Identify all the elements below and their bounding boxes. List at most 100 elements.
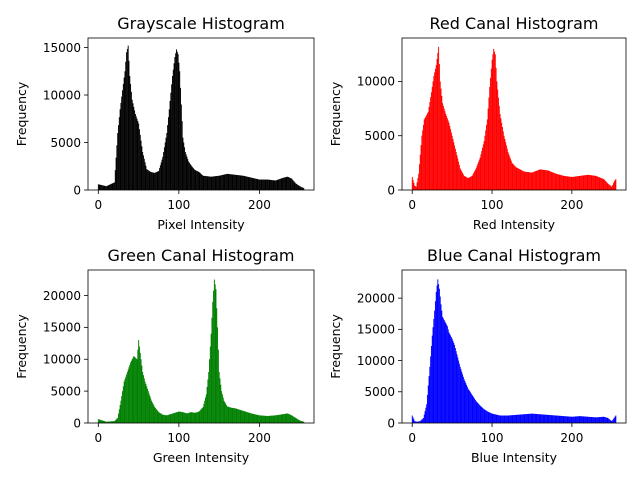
- histogram-bar: [167, 125, 169, 190]
- histogram-bar: [249, 412, 251, 423]
- y-tick-label: 0: [387, 416, 395, 430]
- histogram-bar: [516, 414, 518, 423]
- histogram-bar: [480, 154, 482, 190]
- histogram-bar: [533, 171, 535, 190]
- histogram-bar: [477, 163, 479, 190]
- histogram-bar: [556, 415, 558, 423]
- histogram-bar: [300, 186, 302, 190]
- histogram-bar: [426, 404, 428, 423]
- histogram-bar: [434, 310, 436, 423]
- histogram-bar: [242, 175, 244, 190]
- histogram-bar: [190, 412, 192, 423]
- histogram-bar: [534, 413, 536, 423]
- histogram-bar: [486, 119, 488, 190]
- histogram-bar: [132, 357, 134, 423]
- histogram-bar: [147, 391, 149, 424]
- histogram-bar: [454, 348, 456, 423]
- histogram-bar: [183, 142, 185, 190]
- histogram-bar: [295, 183, 297, 190]
- histogram-bar: [191, 166, 193, 190]
- histogram-bar: [585, 175, 586, 190]
- histogram-bar: [464, 381, 466, 423]
- histogram-bar: [420, 420, 422, 423]
- histogram-bar: [268, 415, 270, 423]
- histogram-bar: [181, 412, 183, 423]
- histogram-bar: [146, 169, 148, 190]
- histogram-bar: [250, 177, 252, 190]
- histogram-bar: [178, 411, 180, 423]
- histogram-bar: [569, 416, 570, 423]
- histogram-bar: [300, 186, 301, 190]
- histogram-bar: [180, 87, 181, 191]
- histogram-bar: [445, 323, 447, 423]
- histogram-bar: [185, 413, 187, 423]
- histogram-bar: [565, 416, 567, 423]
- histogram-bar: [595, 175, 597, 190]
- histogram-bar: [519, 414, 521, 423]
- histogram-bar: [472, 174, 474, 190]
- histogram-bar: [182, 137, 184, 190]
- histogram-bar: [551, 415, 553, 423]
- histogram-bar: [577, 416, 578, 423]
- histogram-bar: [114, 421, 115, 423]
- histogram-bar: [552, 415, 554, 423]
- histogram-bar: [537, 414, 539, 423]
- histogram-bar: [413, 182, 415, 190]
- histogram-bar: [283, 177, 285, 190]
- histogram-bar: [115, 419, 117, 423]
- histogram-bar: [289, 414, 291, 423]
- histogram-bar: [301, 421, 303, 423]
- histogram-bar: [292, 416, 294, 423]
- histogram-bar: [514, 414, 516, 423]
- histogram-bar: [600, 177, 602, 190]
- histogram-bar: [455, 351, 457, 423]
- histogram-bar: [252, 413, 254, 423]
- histogram-bar: [605, 180, 606, 190]
- histogram-bar: [271, 415, 273, 423]
- x-tick-label: 200: [560, 198, 583, 212]
- histogram-bar: [591, 417, 593, 423]
- histogram-bar: [209, 359, 210, 423]
- histogram-bar: [269, 415, 271, 423]
- histogram-bar: [277, 179, 279, 190]
- histogram-bar: [610, 420, 612, 423]
- histogram-bar: [582, 416, 584, 423]
- histogram-bar: [202, 175, 204, 190]
- histogram-bar: [479, 157, 481, 190]
- histogram-bar: [271, 415, 272, 423]
- histogram-bar: [148, 393, 150, 423]
- histogram-bar: [142, 372, 144, 423]
- histogram-bar: [252, 178, 254, 190]
- histogram-bar: [153, 405, 155, 423]
- histogram-bar: [454, 145, 456, 190]
- histogram-bar: [493, 414, 495, 423]
- histogram-bar: [478, 159, 480, 190]
- histogram-bar: [223, 400, 225, 423]
- histogram-bar: [292, 180, 294, 190]
- histogram-bar: [126, 372, 128, 423]
- histogram-bar: [506, 415, 508, 423]
- histogram-bar: [287, 413, 289, 423]
- histogram-bar: [614, 180, 616, 190]
- x-axis-label: Red Intensity: [473, 217, 556, 232]
- histogram-bar: [606, 182, 608, 190]
- histogram-bar: [581, 416, 583, 423]
- histogram-bar: [598, 177, 600, 190]
- y-axis-label: Frequency: [14, 81, 29, 146]
- histogram-bar: [612, 420, 614, 423]
- histogram-bar: [552, 172, 554, 190]
- histogram-bar: [557, 415, 559, 423]
- histogram-bar: [570, 416, 572, 423]
- histogram-bar: [474, 169, 476, 190]
- histogram-bar: [442, 105, 444, 190]
- histogram-bar: [595, 417, 597, 423]
- histogram-bar: [262, 415, 264, 423]
- histogram-bar: [263, 415, 265, 423]
- histogram-bar: [280, 414, 282, 423]
- histogram-bar: [484, 409, 486, 423]
- histogram-bar: [530, 172, 532, 190]
- histogram-bar: [124, 379, 126, 423]
- histogram-bar: [535, 413, 537, 423]
- histogram-bar: [188, 161, 190, 190]
- histogram-bar: [557, 415, 559, 423]
